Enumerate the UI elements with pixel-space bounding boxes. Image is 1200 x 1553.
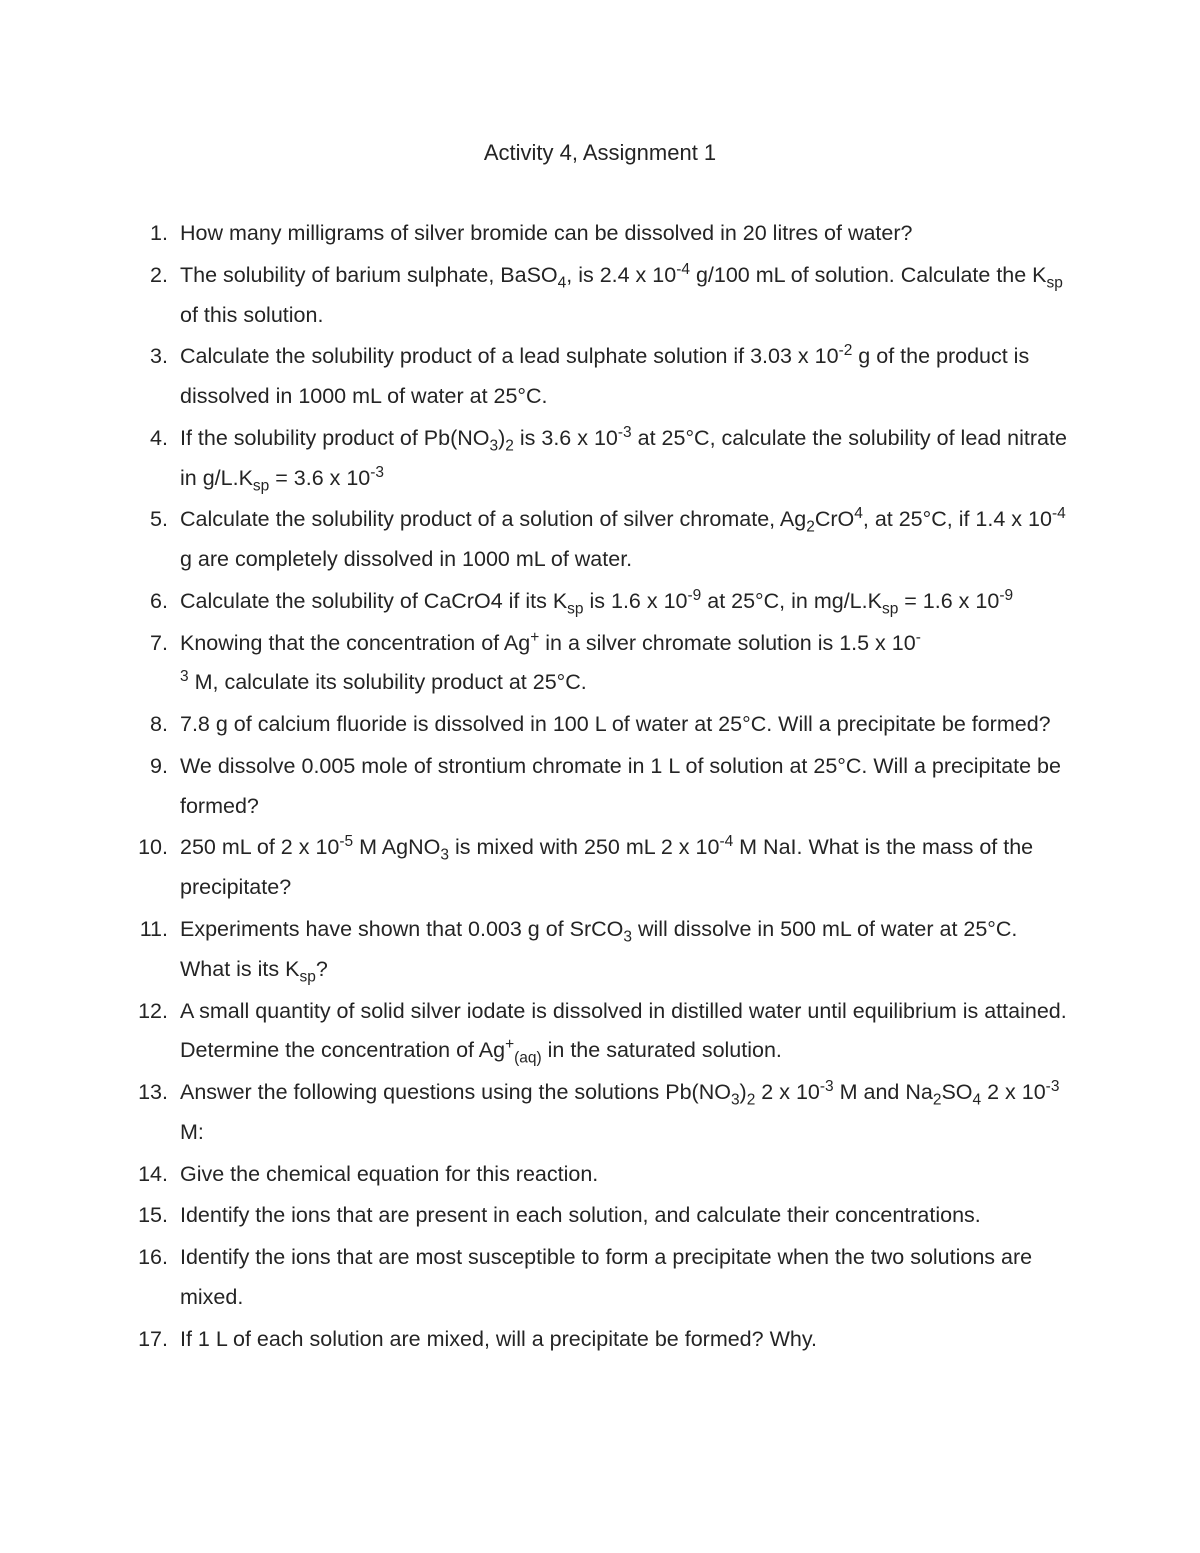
- question-item: Calculate the solubility product of a so…: [130, 500, 1070, 580]
- question-item: We dissolve 0.005 mole of strontium chro…: [130, 747, 1070, 827]
- question-item: Identify the ions that are present in ea…: [130, 1196, 1070, 1236]
- question-item: Knowing that the concentration of Ag+ in…: [130, 624, 1070, 704]
- question-item: Identify the ions that are most suscepti…: [130, 1238, 1070, 1318]
- question-item: 7.8 g of calcium fluoride is dissolved i…: [130, 705, 1070, 745]
- question-item: Calculate the solubility product of a le…: [130, 337, 1070, 417]
- question-item: Answer the following questions using the…: [130, 1073, 1070, 1153]
- question-item: The solubility of barium sulphate, BaSO4…: [130, 256, 1070, 336]
- question-item: Give the chemical equation for this reac…: [130, 1155, 1070, 1195]
- question-item: Calculate the solubility of CaCrO4 if it…: [130, 582, 1070, 622]
- question-list: How many milligrams of silver bromide ca…: [130, 214, 1070, 1359]
- question-item: Experiments have shown that 0.003 g of S…: [130, 910, 1070, 990]
- question-item: 250 mL of 2 x 10-5 M AgNO3 is mixed with…: [130, 828, 1070, 908]
- question-item: A small quantity of solid silver iodate …: [130, 992, 1070, 1072]
- question-item: If the solubility product of Pb(NO3)2 is…: [130, 419, 1070, 499]
- question-item: If 1 L of each solution are mixed, will …: [130, 1320, 1070, 1360]
- page-title: Activity 4, Assignment 1: [130, 140, 1070, 166]
- question-item: How many milligrams of silver bromide ca…: [130, 214, 1070, 254]
